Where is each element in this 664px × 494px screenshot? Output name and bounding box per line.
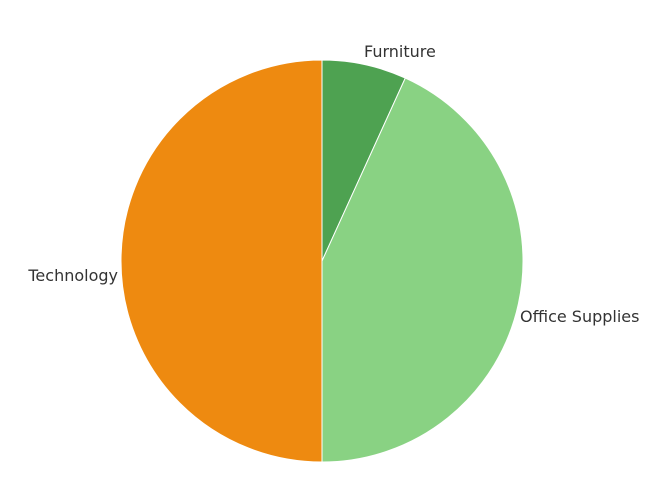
slice-label-office-supplies: Office Supplies [520,307,639,326]
slice-label-furniture: Furniture [364,42,436,61]
slice-label-technology: Technology [27,266,118,285]
pie-slices [120,59,524,463]
pie-slice-office-supplies [321,77,524,463]
pie-slice-technology [120,59,323,463]
